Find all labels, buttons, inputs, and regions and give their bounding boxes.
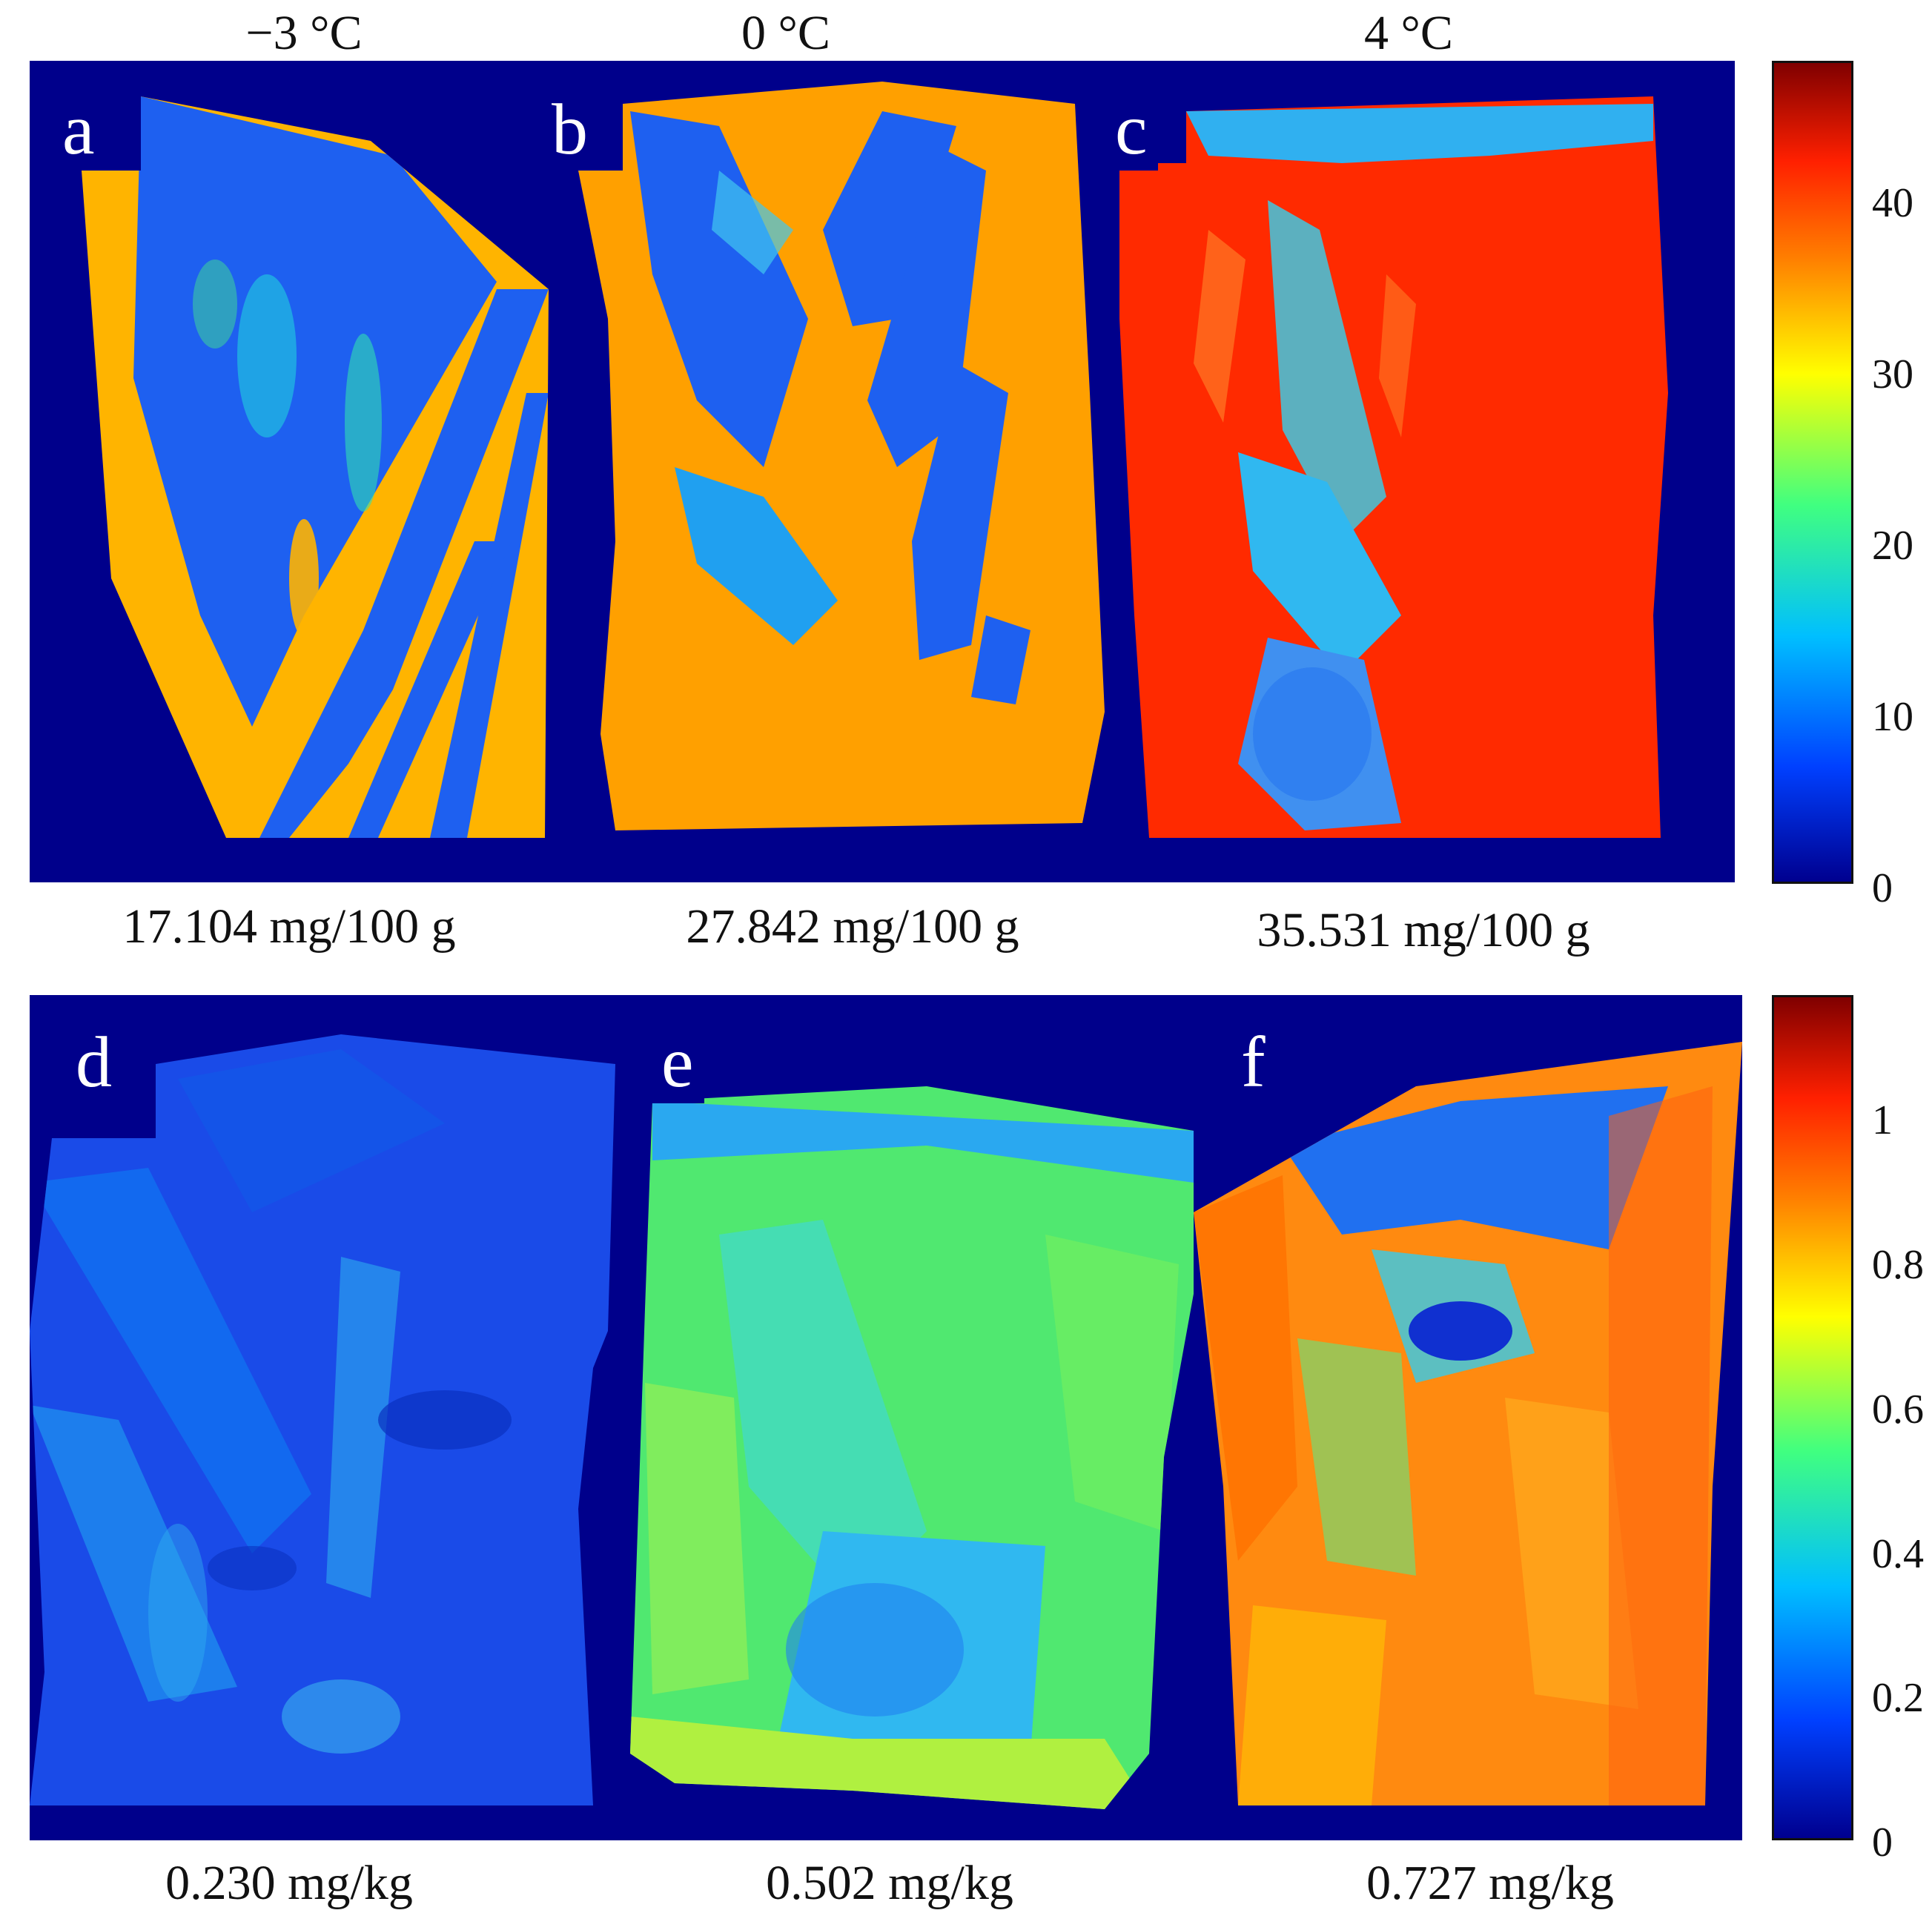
colorbar-top	[1772, 61, 1853, 884]
temperature-label-0: 0 °C	[741, 6, 830, 60]
colorbar-bottom-tick-0.2: 0.2	[1872, 1675, 1924, 1721]
panel-letter-a: a	[52, 89, 105, 171]
colorbar-top-tick-40: 40	[1872, 180, 1913, 226]
caption-c: 35.531 mg/100 g	[1257, 903, 1590, 957]
colorbar-top-tick-30: 30	[1872, 351, 1913, 397]
sample-image-e	[630, 1086, 1201, 1809]
panel-letter-f: f	[1231, 1022, 1276, 1103]
colorbar-bottom-tick-0.4: 0.4	[1872, 1531, 1924, 1577]
sample-image-d	[30, 1034, 615, 1805]
colorbar-bottom-tick-0.6: 0.6	[1872, 1387, 1924, 1433]
caption-a: 17.104 mg/100 g	[122, 899, 456, 954]
colorbar-top-tick-10: 10	[1872, 694, 1913, 740]
colorbar-bottom	[1772, 995, 1853, 1840]
panel-letter-e: e	[651, 1022, 704, 1103]
caption-e: 0.502 mg/kg	[766, 1856, 1013, 1910]
panel-letter-d: d	[65, 1022, 122, 1103]
colorbar-bottom-tick-1: 1	[1872, 1097, 1893, 1143]
temperature-label-4: 4 °C	[1364, 6, 1453, 60]
colorbar-bottom-tick-0: 0	[1872, 1820, 1893, 1866]
colorbar-top-tick-20: 20	[1872, 523, 1913, 569]
panel-letter-b: b	[541, 89, 598, 171]
colorbar-top-tick-0: 0	[1872, 865, 1893, 911]
sample-image-f	[1194, 1042, 1742, 1805]
temperature-label-minus3: −3 °C	[245, 6, 363, 60]
sample-image-a	[82, 96, 556, 838]
sample-image-b	[571, 82, 1105, 838]
sample-image-c	[1119, 96, 1683, 838]
caption-b: 27.842 mg/100 g	[686, 899, 1019, 954]
panel-letter-c: c	[1105, 89, 1158, 171]
caption-f: 0.727 mg/kg	[1366, 1856, 1614, 1910]
caption-d: 0.230 mg/kg	[165, 1856, 413, 1910]
colorbar-bottom-tick-0.8: 0.8	[1872, 1242, 1924, 1288]
